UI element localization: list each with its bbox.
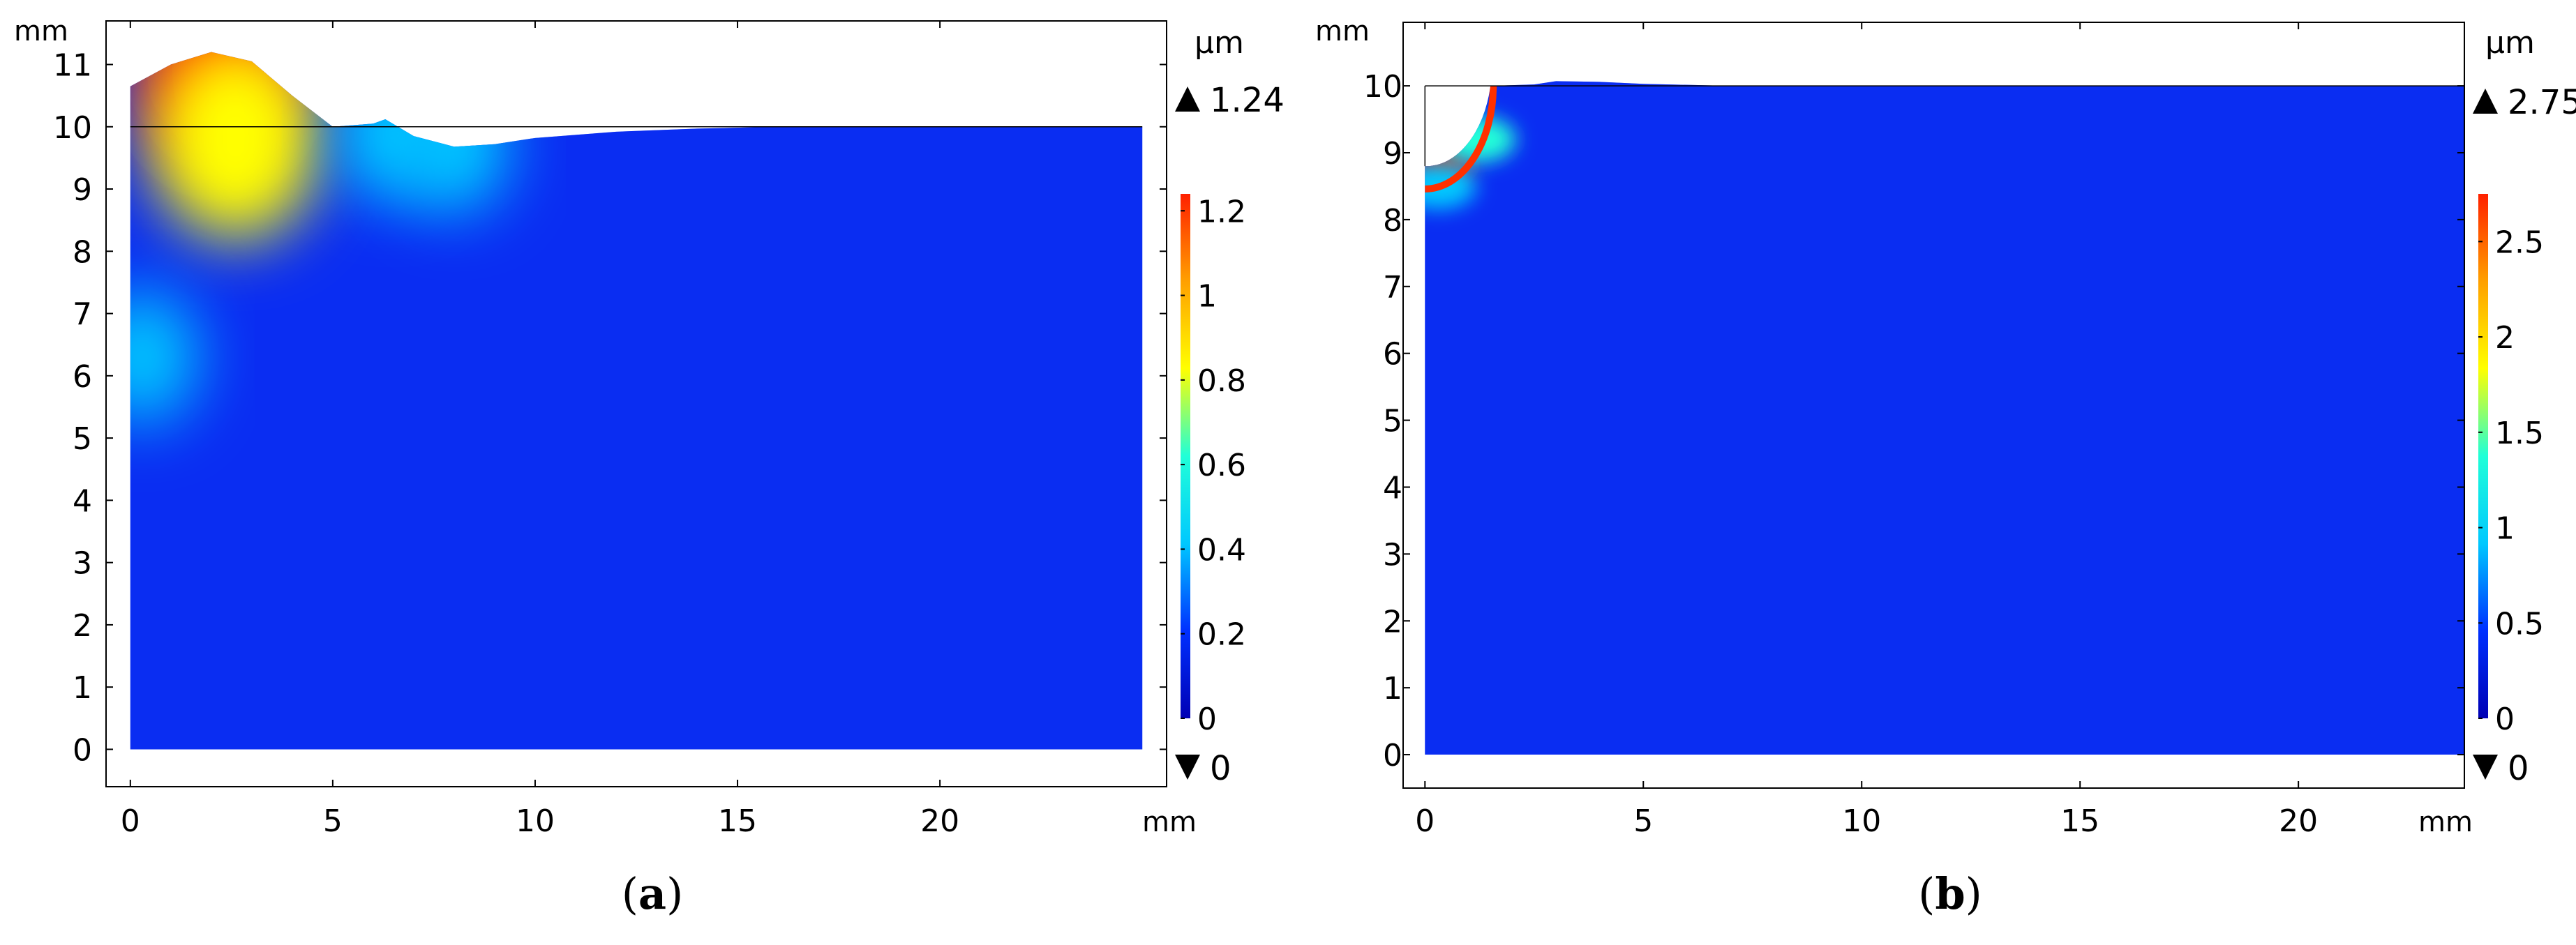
heatmap-base-tone	[1425, 81, 2464, 755]
heatmap-background	[1425, 81, 2464, 755]
min-triangle-icon	[1175, 755, 1200, 780]
max-value-label: 2.75	[2508, 83, 2576, 122]
colorbar-tick-label: 1	[2495, 511, 2515, 547]
x-axis-unit: mm	[1142, 806, 1197, 838]
colorbar	[2478, 194, 2488, 718]
x-tick-label: 10	[1842, 803, 1881, 839]
y-tick-label: 5	[73, 421, 92, 457]
x-tick-label: 10	[516, 803, 555, 839]
caption-a: (a)	[621, 868, 684, 919]
y-tick-label: 11	[53, 47, 92, 83]
y-tick-label: 4	[1383, 470, 1402, 506]
colorbar-tick-label: 0	[1197, 702, 1217, 737]
x-tick-label: 0	[1415, 803, 1435, 839]
max-value-label: 1.24	[1210, 81, 1285, 120]
y-tick-label: 4	[73, 483, 92, 519]
heatmap-hotspot	[398, 78, 510, 213]
y-tick-label: 9	[1383, 136, 1402, 172]
y-tick-label: 6	[73, 359, 92, 395]
colorbar-tick-label: 0.8	[1197, 363, 1246, 399]
x-tick-label: 5	[323, 803, 343, 839]
caption-a-letter: a	[638, 868, 667, 919]
colorbar-tick-label: 0.5	[2495, 606, 2544, 642]
y-axis-unit: mm	[1315, 15, 1370, 47]
x-tick-label: 20	[2279, 803, 2318, 839]
x-tick-label: 15	[2060, 803, 2099, 839]
y-tick-label: 0	[73, 732, 92, 768]
y-tick-label: 3	[73, 546, 92, 582]
x-tick-label: 5	[1633, 803, 1653, 839]
x-tick-label: 15	[718, 803, 757, 839]
axes-frame	[1402, 22, 2465, 789]
colorbar-tick-label: 2	[2495, 320, 2515, 356]
heatmap-hotspot	[151, 52, 320, 240]
min-value-label: 0	[1210, 749, 1231, 788]
y-axis-unit: mm	[14, 15, 68, 47]
caption-b-letter: b	[1935, 868, 1965, 919]
panel-b: 0 5 10 15 20012345678910mmmmµm2.75000.511.52…	[1315, 15, 2576, 839]
caption-b: (b)	[1918, 868, 1982, 919]
colorbar	[1181, 194, 1190, 718]
colorbar-tick-label: 0	[2495, 702, 2515, 737]
y-tick-label: 7	[73, 297, 92, 333]
y-tick-label: 10	[53, 110, 92, 146]
y-tick-label: 10	[1363, 69, 1402, 105]
y-tick-label: 8	[1383, 203, 1402, 239]
y-tick-label: 5	[1383, 404, 1402, 439]
heatmap-hotspot	[130, 290, 199, 425]
y-tick-label: 0	[1383, 738, 1402, 773]
y-tick-label: 7	[1383, 270, 1402, 305]
colorbar-tick-label: 0.6	[1197, 448, 1246, 483]
colorbar-tick-label: 1	[1197, 279, 1217, 315]
colorbar-unit: µm	[1195, 25, 1244, 61]
y-tick-label: 1	[73, 670, 92, 706]
max-triangle-icon	[2473, 89, 2498, 114]
y-tick-label: 3	[1383, 537, 1402, 573]
y-tick-label: 8	[73, 234, 92, 270]
heatmap-field	[130, 52, 1143, 750]
min-triangle-icon	[2473, 755, 2498, 780]
y-tick-label: 6	[1383, 337, 1402, 372]
x-tick-label: 20	[920, 803, 959, 839]
axes-frame	[105, 20, 1167, 787]
colorbar-tick-label: 0.2	[1197, 617, 1246, 653]
y-tick-label: 2	[1383, 604, 1402, 640]
max-triangle-icon	[1175, 86, 1200, 112]
y-tick-label: 9	[73, 172, 92, 208]
heatmap-field	[1425, 81, 2464, 755]
min-value-label: 0	[2508, 749, 2529, 788]
colorbar-tick-label: 2.5	[2495, 225, 2544, 260]
colorbar-unit: µm	[2485, 25, 2535, 61]
colorbar-tick-label: 1.2	[1197, 194, 1246, 229]
panel-a: 0 5 10 15 2001234567891011mmmmµm1.24000.20.4…	[14, 15, 1285, 839]
y-tick-label: 2	[73, 608, 92, 644]
x-axis-unit: mm	[2418, 806, 2473, 838]
x-tick-label: 0	[121, 803, 140, 839]
colorbar-tick-label: 1.5	[2495, 416, 2544, 451]
y-tick-label: 1	[1383, 671, 1402, 706]
colorbar-tick-label: 0.4	[1197, 532, 1246, 568]
